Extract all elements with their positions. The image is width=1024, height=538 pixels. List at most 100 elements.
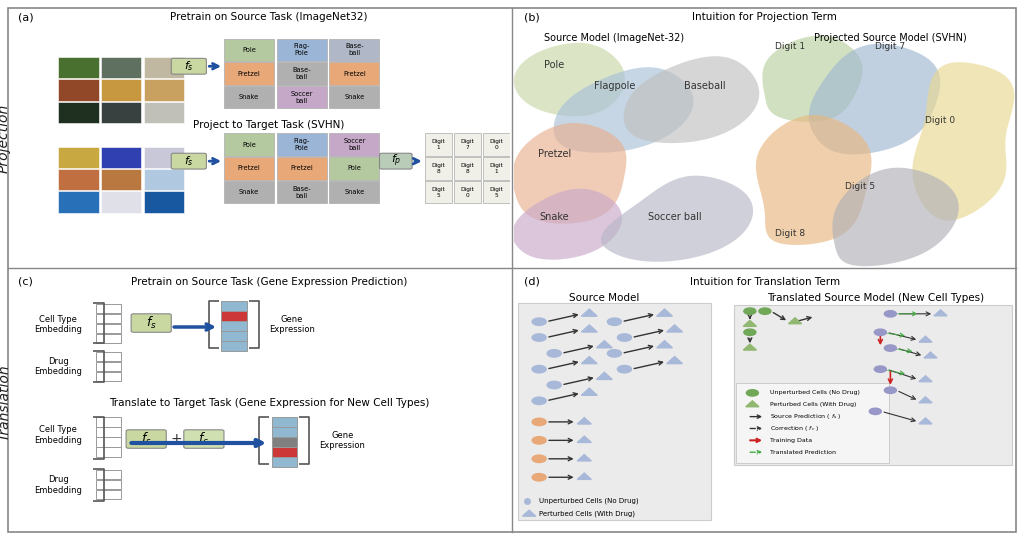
Text: Snake: Snake xyxy=(344,94,365,100)
Circle shape xyxy=(617,365,632,373)
Text: Soccer
ball: Soccer ball xyxy=(343,138,366,151)
Polygon shape xyxy=(554,67,693,153)
Bar xyxy=(276,39,327,61)
Polygon shape xyxy=(919,418,932,424)
Text: Pole: Pole xyxy=(242,47,256,53)
Text: Source Model: Source Model xyxy=(569,293,640,303)
Text: (c): (c) xyxy=(18,277,33,287)
Text: Digit
0: Digit 0 xyxy=(489,139,504,150)
Bar xyxy=(143,102,184,123)
Text: (a): (a) xyxy=(18,12,34,22)
Bar xyxy=(276,62,327,84)
Bar xyxy=(425,157,453,180)
Bar xyxy=(96,480,121,490)
Bar xyxy=(58,102,98,123)
Circle shape xyxy=(743,308,756,314)
Polygon shape xyxy=(522,510,536,516)
Bar xyxy=(96,334,121,343)
Circle shape xyxy=(547,350,561,357)
Text: Gene
Expression: Gene Expression xyxy=(319,430,366,450)
Text: $f_p$: $f_p$ xyxy=(390,153,401,169)
Bar xyxy=(143,147,184,168)
Text: Snake: Snake xyxy=(239,189,259,195)
Bar xyxy=(96,437,121,447)
Polygon shape xyxy=(667,325,682,332)
Bar xyxy=(143,57,184,78)
Text: Source Prediction ( $f_s$ ): Source Prediction ( $f_s$ ) xyxy=(770,412,842,421)
Polygon shape xyxy=(745,401,759,407)
Text: Snake: Snake xyxy=(540,213,569,223)
Circle shape xyxy=(547,381,561,388)
Text: Correction ( $f_c$ ): Correction ( $f_c$ ) xyxy=(770,424,819,433)
Circle shape xyxy=(746,390,759,396)
Circle shape xyxy=(874,329,887,335)
Circle shape xyxy=(532,473,546,481)
Text: Intuition for Translation Term: Intuition for Translation Term xyxy=(690,277,840,287)
Circle shape xyxy=(532,334,546,341)
Text: Flag-
Pole: Flag- Pole xyxy=(294,138,310,151)
Polygon shape xyxy=(809,44,940,154)
FancyBboxPatch shape xyxy=(131,314,171,332)
Text: Projection: Projection xyxy=(0,103,11,173)
Bar xyxy=(58,57,98,78)
Polygon shape xyxy=(578,417,591,424)
Circle shape xyxy=(743,329,756,335)
Text: Snake: Snake xyxy=(344,189,365,195)
Bar xyxy=(221,312,247,321)
Bar xyxy=(221,322,247,331)
Circle shape xyxy=(532,365,546,373)
Bar xyxy=(96,324,121,334)
Text: Cell Type
Embedding: Cell Type Embedding xyxy=(35,315,82,334)
Bar xyxy=(101,80,141,101)
Bar xyxy=(330,86,380,109)
Polygon shape xyxy=(582,309,597,316)
Text: Digit
8: Digit 8 xyxy=(431,163,445,174)
Polygon shape xyxy=(919,336,932,342)
Circle shape xyxy=(607,318,622,325)
Bar xyxy=(271,417,297,427)
Polygon shape xyxy=(578,473,591,479)
Text: +: + xyxy=(170,432,182,446)
Text: Gene
Expression: Gene Expression xyxy=(269,315,315,334)
Text: Digit
5: Digit 5 xyxy=(431,187,445,197)
Bar xyxy=(96,470,121,479)
Bar xyxy=(483,181,510,203)
Bar xyxy=(454,157,481,180)
Polygon shape xyxy=(512,189,622,260)
Text: Unperturbed Cells (No Drug): Unperturbed Cells (No Drug) xyxy=(770,391,860,395)
Polygon shape xyxy=(514,43,625,116)
Bar xyxy=(271,427,297,437)
Bar xyxy=(96,448,121,457)
Polygon shape xyxy=(513,123,627,224)
Bar xyxy=(96,427,121,437)
Text: Digit
1: Digit 1 xyxy=(431,139,445,150)
Polygon shape xyxy=(762,36,862,122)
Bar xyxy=(96,490,121,499)
Bar xyxy=(96,362,121,371)
Bar xyxy=(101,147,141,168)
Bar xyxy=(58,80,98,101)
Polygon shape xyxy=(582,325,597,332)
Text: Pole: Pole xyxy=(242,141,256,148)
Polygon shape xyxy=(578,455,591,461)
Bar xyxy=(58,147,98,168)
Text: Digit 0: Digit 0 xyxy=(926,116,955,125)
Bar xyxy=(96,417,121,427)
Bar xyxy=(454,133,481,156)
Text: Pretzel: Pretzel xyxy=(538,149,570,159)
Bar xyxy=(271,457,297,467)
Bar xyxy=(330,181,380,203)
Circle shape xyxy=(532,397,546,405)
Text: Pretrain on Source Task (Gene Expression Prediction): Pretrain on Source Task (Gene Expression… xyxy=(131,277,408,287)
Text: Training Data: Training Data xyxy=(770,438,812,443)
Circle shape xyxy=(607,350,622,357)
Text: $f_s$: $f_s$ xyxy=(184,59,194,73)
FancyBboxPatch shape xyxy=(734,306,1012,465)
Text: $f_c$: $f_c$ xyxy=(199,431,210,447)
Text: Pole: Pole xyxy=(544,60,564,69)
Polygon shape xyxy=(919,376,932,381)
Text: Project to Target Task (SVHN): Project to Target Task (SVHN) xyxy=(194,121,345,130)
Polygon shape xyxy=(788,318,802,324)
Polygon shape xyxy=(597,341,612,348)
Bar xyxy=(271,448,297,457)
